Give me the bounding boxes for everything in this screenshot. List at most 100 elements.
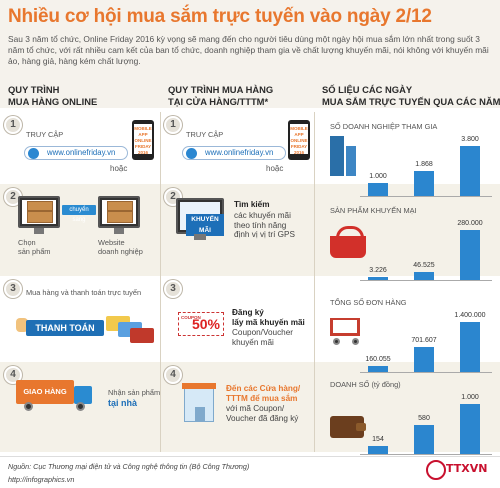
step-number: 1 [164, 116, 182, 134]
chart-axis [360, 372, 492, 373]
page-title: Nhiều cơ hội mua sắm trực tuyến vào ngày… [8, 6, 432, 27]
chart-axis [360, 454, 492, 455]
website-label: Website doanh nghiệp [98, 238, 143, 256]
chart-axis [360, 196, 492, 197]
access-label: TRUY CẬP [26, 130, 64, 139]
chart-axis [360, 280, 492, 281]
chart-title: TỔNG SỐ ĐƠN HÀNG [330, 298, 407, 307]
chart-bar [460, 404, 480, 454]
discount-value: 50% [191, 316, 220, 332]
shopping-cart-icon [330, 318, 360, 336]
chart-value-label: 160.055 [365, 356, 391, 364]
chart-bar [368, 277, 388, 280]
receive-label: Nhận sản phẩm [108, 388, 161, 397]
chart-value-label: 46.525 [413, 261, 435, 269]
coupon-icon: COUPON 50% [178, 312, 224, 336]
phone-screen-text: MOBILE APP ONLINE FRIDAY 2016 [134, 124, 152, 155]
shopping-basket-icon [330, 226, 366, 258]
search-heading: Tìm kiếm [234, 200, 270, 209]
store-icon [182, 383, 216, 422]
column-header-online: QUY TRÌNH MUA HÀNG ONLINE [8, 84, 98, 107]
register-body: Coupon/Voucher khuyến mãi [232, 328, 293, 347]
wheel-icon [24, 402, 33, 411]
pay-caption: Mua hàng và thanh toán trực tuyến [26, 288, 142, 297]
building-icon [346, 146, 356, 176]
chart-bar [460, 322, 480, 372]
visit-body: với mã Coupon/ Voucher đã đăng ký [226, 404, 299, 423]
store-door [195, 407, 205, 422]
step-number: 3 [164, 280, 182, 298]
chart-bar [414, 346, 434, 372]
chart-value-label: 154 [372, 436, 384, 444]
monitor-stand [114, 228, 124, 234]
visit-heading: Đến các Cửa hàng/ TTTM để mua sắm [226, 384, 301, 403]
register-heading: Đăng ký lấy mã khuyến mãi [232, 308, 305, 327]
column-header-store: QUY TRÌNH MUA HÀNG TẠI CỬA HÀNG/TTTM* [168, 84, 274, 107]
search-body: các khuyến mãi theo tính năng định vị vị… [234, 211, 295, 240]
chart-bar [460, 230, 480, 280]
chart-value-label: 1.000 [461, 394, 479, 401]
chart-title: DOANH SỐ (tỷ đồng) [330, 380, 401, 389]
intro-text: Sau 3 năm tổ chức, Online Friday 2016 kỳ… [8, 34, 489, 66]
column-header-stats: SỐ LIỆU CÁC NGÀY MUA SẮM TRỰC TUYẾN QUA … [322, 84, 500, 107]
cart-wheel-icon [333, 338, 340, 345]
package-icon [107, 201, 133, 223]
store-roof [182, 383, 216, 389]
chart-value-label: 280.000 [457, 220, 483, 227]
promo-screen-label: KHUYẾN MÃI [186, 214, 224, 236]
phone-screen-text: MOBILE APP ONLINE FRIDAY 2016 [290, 124, 308, 155]
mobile-app-icon: MOBILE APP ONLINE FRIDAY 2016 [288, 120, 310, 160]
chart-title: SỐ DOANH NGHIỆP THAM GIA [330, 122, 438, 131]
choose-product-label: Chọn sản phẩm [18, 238, 51, 256]
step-number: 4 [164, 366, 182, 384]
chart-bar [414, 171, 434, 196]
step-number: 4 [4, 366, 22, 384]
step-number: 2 [4, 188, 22, 206]
chart-value-label: 3.800 [461, 136, 479, 143]
monitor-stand [194, 234, 206, 240]
chart-value-label: 3.226 [369, 267, 387, 274]
divider [160, 112, 161, 452]
credit-card-icon [130, 328, 154, 343]
package-icon [27, 201, 53, 223]
step-number: 1 [4, 116, 22, 134]
chart-bar [368, 182, 388, 196]
footer [0, 456, 500, 488]
hand-icon [16, 318, 28, 332]
delivery-truck-icon: GIAO HÀNG [16, 380, 74, 404]
access-label: TRUY CẬP [186, 130, 224, 139]
chart-bar [414, 271, 434, 280]
chart-value-label: 701.607 [411, 336, 437, 344]
building-icon [330, 136, 344, 176]
step-number: 3 [4, 280, 22, 298]
payment-label: THANH TOÁN [26, 320, 104, 336]
website-url: www.onlinefriday.vn [24, 146, 128, 160]
wallet-icon [330, 416, 366, 438]
url-text: www.onlinefriday.vn [205, 148, 274, 157]
row-step-2 [0, 184, 500, 276]
website-text: http://infographics.vn [8, 475, 75, 484]
coupon-text: COUPON [181, 315, 201, 320]
ttxvn-logo: TTXVN [425, 460, 488, 480]
at-home-label: tại nhà [108, 398, 138, 408]
chart-value-label: 1.868 [415, 161, 433, 169]
truck-cab [74, 386, 92, 404]
header-band [0, 0, 500, 108]
chart-bar [368, 446, 388, 454]
url-text: www.onlinefriday.vn [47, 148, 116, 157]
chart-value-label: 1.400.000 [454, 312, 486, 319]
chart-bar [460, 146, 480, 196]
website-url: www.onlinefriday.vn [182, 146, 286, 160]
chart-title: SẢN PHẨM KHUYẾN MẠI [330, 206, 417, 215]
or-text: hoặc [266, 164, 284, 173]
source-text: Nguồn: Cục Thương mại điện tử và Công ng… [8, 462, 250, 471]
move-arrow: chuyển sang [62, 205, 96, 223]
chart-bar [368, 366, 388, 372]
globe-icon [28, 148, 39, 159]
globe-icon [186, 148, 197, 159]
monitor-stand [34, 228, 44, 234]
divider [314, 112, 315, 452]
chart-bar [414, 425, 434, 454]
wheel-icon [76, 402, 85, 411]
chart-value-label: 580 [418, 415, 430, 422]
